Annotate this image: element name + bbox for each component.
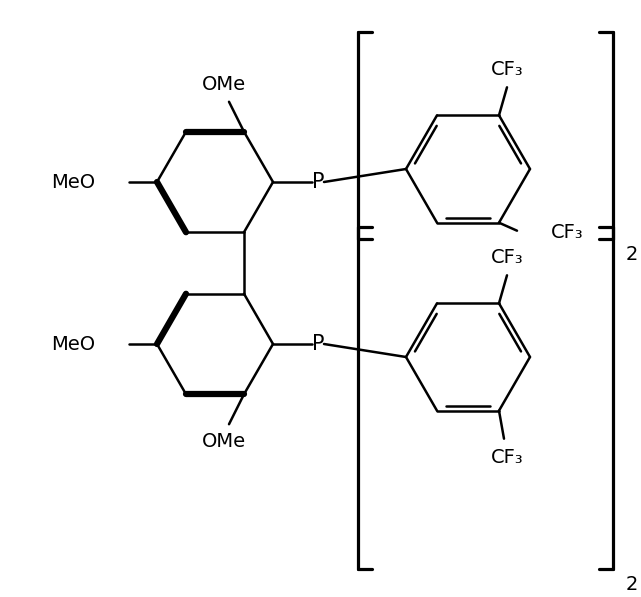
Text: P: P: [312, 334, 324, 354]
Text: MeO: MeO: [51, 173, 95, 192]
Text: CF₃: CF₃: [491, 248, 523, 267]
Text: CF₃: CF₃: [491, 448, 523, 467]
Text: MeO: MeO: [51, 334, 95, 353]
Text: CF₃: CF₃: [491, 60, 523, 79]
Text: 2: 2: [626, 245, 638, 263]
Text: P: P: [312, 172, 324, 192]
Text: CF₃: CF₃: [551, 223, 583, 242]
Text: 2: 2: [626, 574, 638, 593]
Text: OMe: OMe: [202, 432, 246, 451]
Text: OMe: OMe: [202, 75, 246, 94]
